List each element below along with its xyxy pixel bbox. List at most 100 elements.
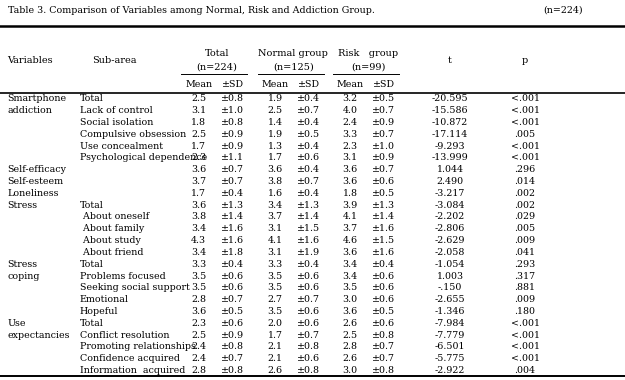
Text: Lack of control: Lack of control (80, 106, 152, 115)
Text: 2.5: 2.5 (268, 106, 282, 115)
Text: ±1.3: ±1.3 (221, 201, 244, 210)
Text: Loneliness: Loneliness (8, 189, 59, 198)
Text: ±0.5: ±0.5 (372, 307, 396, 316)
Text: ±0.8: ±0.8 (221, 366, 244, 375)
Text: 3.9: 3.9 (342, 201, 357, 210)
Text: addiction: addiction (8, 106, 53, 115)
Text: ±0.8: ±0.8 (221, 118, 244, 127)
Text: ±0.7: ±0.7 (372, 130, 395, 139)
Text: ±0.6: ±0.6 (298, 283, 321, 292)
Text: ±0.8: ±0.8 (221, 94, 244, 103)
Text: 1.9: 1.9 (268, 94, 282, 103)
Text: ±0.4: ±0.4 (298, 142, 320, 150)
Text: -1.054: -1.054 (435, 260, 465, 269)
Text: 3.1: 3.1 (268, 224, 282, 233)
Text: 1.7: 1.7 (268, 331, 282, 340)
Text: ±0.6: ±0.6 (298, 354, 321, 363)
Text: Table 3. Comparison of Variables among Normal, Risk and Addiction Group.: Table 3. Comparison of Variables among N… (8, 6, 374, 15)
Text: <.001: <.001 (511, 118, 539, 127)
Text: 2.1: 2.1 (268, 342, 282, 352)
Text: Total: Total (80, 260, 104, 269)
Text: 3.0: 3.0 (342, 295, 357, 304)
Text: Sub-area: Sub-area (92, 56, 137, 65)
Text: 2.8: 2.8 (191, 366, 206, 375)
Text: -2.058: -2.058 (435, 248, 465, 257)
Text: .029: .029 (514, 212, 536, 222)
Text: 3.4: 3.4 (342, 272, 357, 280)
Text: 2.6: 2.6 (342, 354, 357, 363)
Text: Hopeful: Hopeful (80, 307, 119, 316)
Text: Total: Total (80, 319, 104, 328)
Text: .005: .005 (514, 224, 536, 233)
Text: About study: About study (80, 236, 141, 245)
Text: ±1.6: ±1.6 (221, 224, 244, 233)
Text: ±0.7: ±0.7 (221, 295, 244, 304)
Text: 3.5: 3.5 (268, 307, 282, 316)
Text: -3.084: -3.084 (435, 201, 465, 210)
Text: 1.3: 1.3 (268, 142, 282, 150)
Text: 2.5: 2.5 (191, 94, 206, 103)
Text: expectancies: expectancies (8, 331, 70, 340)
Text: ±0.6: ±0.6 (298, 307, 321, 316)
Text: Total: Total (80, 94, 104, 103)
Text: 1.8: 1.8 (191, 118, 206, 127)
Text: Mean: Mean (336, 80, 364, 89)
Text: .002: .002 (514, 201, 536, 210)
Text: -2.202: -2.202 (435, 212, 465, 222)
Text: ±0.7: ±0.7 (221, 177, 244, 186)
Text: ±0.6: ±0.6 (221, 272, 244, 280)
Text: Normal group: Normal group (258, 49, 328, 58)
Text: Problems focused: Problems focused (80, 272, 166, 280)
Text: 3.3: 3.3 (268, 260, 282, 269)
Text: 4.0: 4.0 (342, 106, 357, 115)
Text: ±1.9: ±1.9 (298, 248, 321, 257)
Text: ±0.7: ±0.7 (298, 295, 320, 304)
Text: .296: .296 (514, 165, 536, 174)
Text: 2.4: 2.4 (342, 118, 357, 127)
Text: 3.8: 3.8 (268, 177, 282, 186)
Text: -17.114: -17.114 (432, 130, 468, 139)
Text: ±1.3: ±1.3 (298, 201, 321, 210)
Text: 2.6: 2.6 (342, 319, 357, 328)
Text: 1.7: 1.7 (191, 142, 206, 150)
Text: 1.044: 1.044 (436, 165, 464, 174)
Text: 4.3: 4.3 (191, 236, 206, 245)
Text: -2.922: -2.922 (435, 366, 465, 375)
Text: ±0.4: ±0.4 (298, 118, 320, 127)
Text: Information  acquired: Information acquired (80, 366, 186, 375)
Text: ±0.4: ±0.4 (298, 260, 320, 269)
Text: -10.872: -10.872 (432, 118, 468, 127)
Text: 2.8: 2.8 (342, 342, 357, 352)
Text: ±0.4: ±0.4 (372, 260, 395, 269)
Text: ±0.6: ±0.6 (221, 283, 244, 292)
Text: ±0.7: ±0.7 (221, 354, 244, 363)
Text: 3.1: 3.1 (342, 154, 357, 162)
Text: 3.3: 3.3 (342, 130, 357, 139)
Text: 3.8: 3.8 (191, 212, 206, 222)
Text: -7.779: -7.779 (435, 331, 465, 340)
Text: 4.1: 4.1 (268, 236, 282, 245)
Text: ±0.7: ±0.7 (372, 342, 395, 352)
Text: 3.5: 3.5 (191, 272, 206, 280)
Text: -5.775: -5.775 (435, 354, 465, 363)
Text: 2.5: 2.5 (342, 331, 357, 340)
Text: -2.655: -2.655 (435, 295, 465, 304)
Text: ±1.6: ±1.6 (298, 236, 321, 245)
Text: ±0.9: ±0.9 (372, 154, 396, 162)
Text: 3.6: 3.6 (268, 165, 282, 174)
Text: Total: Total (80, 201, 104, 210)
Text: 3.4: 3.4 (342, 260, 357, 269)
Text: 2.490: 2.490 (436, 177, 464, 186)
Text: -3.217: -3.217 (435, 189, 465, 198)
Text: 3.7: 3.7 (191, 177, 206, 186)
Text: ±0.7: ±0.7 (372, 106, 395, 115)
Text: Confidence acquired: Confidence acquired (80, 354, 180, 363)
Text: (n=125): (n=125) (272, 62, 314, 71)
Text: 3.6: 3.6 (191, 307, 206, 316)
Text: Smartphone: Smartphone (8, 94, 67, 103)
Text: .009: .009 (514, 295, 536, 304)
Text: 2.1: 2.1 (268, 354, 282, 363)
Text: 2.4: 2.4 (191, 342, 206, 352)
Text: Emotional: Emotional (80, 295, 129, 304)
Text: 2.3: 2.3 (191, 319, 206, 328)
